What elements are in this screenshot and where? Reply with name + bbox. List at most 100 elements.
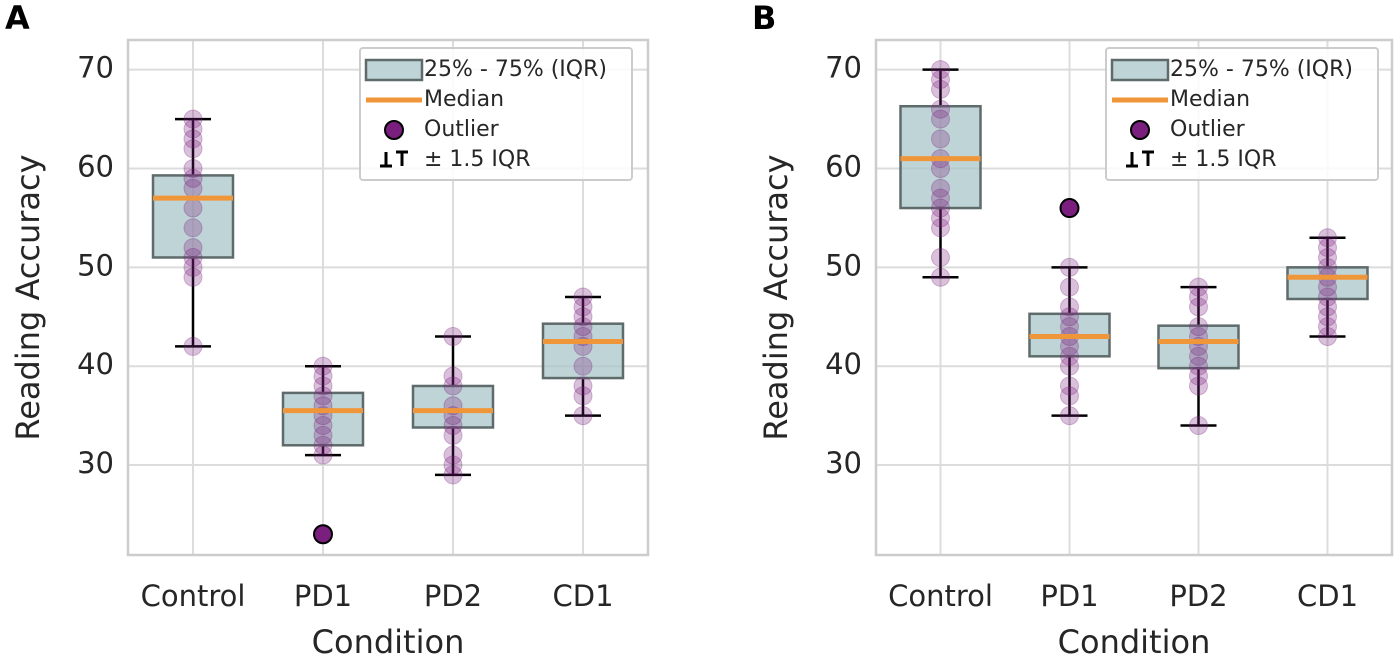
- x-tick-label: PD2: [424, 579, 482, 613]
- data-point: [931, 208, 950, 228]
- legend-label: Outlier: [424, 117, 500, 142]
- data-point: [931, 60, 950, 80]
- data-point: [183, 238, 203, 258]
- data-point: [1060, 346, 1079, 366]
- data-point: [1060, 257, 1079, 277]
- data-point: [573, 297, 593, 317]
- data-point: [313, 366, 333, 386]
- y-tick-label: 40: [825, 347, 862, 381]
- data-point: [1318, 317, 1337, 337]
- data-point: [1189, 297, 1208, 317]
- data-point: [931, 178, 950, 198]
- data-point: [1060, 277, 1079, 297]
- data-point: [573, 287, 593, 307]
- data-point: [313, 425, 333, 445]
- iqr-box: [1286, 266, 1369, 301]
- y-tick-label: 40: [77, 347, 114, 381]
- data-point: [443, 416, 463, 436]
- x-tick-label: PD1: [1040, 579, 1098, 613]
- data-point: [1318, 307, 1337, 327]
- data-point: [183, 129, 203, 149]
- data-point: [1318, 287, 1337, 307]
- data-point: [1060, 297, 1079, 317]
- data-point: [313, 435, 333, 455]
- legend-frame: [359, 47, 633, 181]
- data-point: [1318, 228, 1337, 248]
- x-tick-label: Control: [888, 579, 993, 613]
- legend-outlier-icon: [1130, 120, 1150, 140]
- data-point: [931, 70, 950, 90]
- data-point: [931, 79, 950, 99]
- data-point: [573, 307, 593, 327]
- iqr-box: [1157, 324, 1240, 370]
- data-point: [313, 416, 333, 436]
- data-point: [1060, 307, 1079, 327]
- data-point: [183, 336, 203, 356]
- y-tick-label: 70: [825, 51, 862, 85]
- data-point: [931, 198, 950, 218]
- data-point: [1060, 356, 1079, 376]
- data-point: [183, 168, 203, 188]
- data-point: [1189, 376, 1208, 396]
- data-point: [313, 356, 333, 376]
- legend-label: Median: [1170, 87, 1250, 112]
- data-point: [1060, 386, 1079, 406]
- data-point: [1060, 406, 1079, 426]
- data-point: [1189, 287, 1208, 307]
- data-point: [443, 465, 463, 485]
- data-point: [931, 129, 950, 149]
- x-tick-label: PD1: [294, 579, 352, 613]
- data-point: [573, 356, 593, 376]
- data-point: [931, 218, 950, 238]
- panel-label: B: [752, 0, 776, 37]
- legend-whisker-icon: [380, 150, 408, 168]
- legend-box-icon: [1110, 58, 1170, 82]
- legend-box-icon: [364, 58, 424, 82]
- y-tick-label: 30: [77, 446, 114, 480]
- data-point: [313, 445, 333, 465]
- legend-frame: [1105, 47, 1379, 181]
- data-point: [1318, 297, 1337, 317]
- legend-label: ± 1.5 IQR: [424, 147, 531, 172]
- data-point: [443, 445, 463, 465]
- y-tick-label: 50: [825, 248, 862, 282]
- legend-outlier-icon: [384, 120, 404, 140]
- data-point: [931, 267, 950, 287]
- x-tick-label: CD1: [552, 579, 613, 613]
- data-point: [931, 99, 950, 119]
- outlier: [313, 524, 333, 545]
- x-axis-label: Condition: [312, 623, 465, 661]
- data-point: [183, 159, 203, 179]
- data-point: [931, 247, 950, 267]
- data-point: [1318, 238, 1337, 258]
- data-point: [1189, 277, 1208, 297]
- legend-label: Outlier: [1170, 117, 1246, 142]
- data-point: [573, 406, 593, 426]
- data-point: [183, 198, 203, 218]
- iqr-box: [281, 391, 365, 447]
- x-tick-label: PD2: [1169, 579, 1227, 613]
- y-tick-label: 60: [77, 150, 114, 184]
- data-point: [573, 376, 593, 396]
- y-tick-label: 60: [825, 150, 862, 184]
- data-point: [443, 455, 463, 475]
- x-tick-label: CD1: [1297, 579, 1358, 613]
- data-point: [1189, 366, 1208, 386]
- data-point: [573, 317, 593, 337]
- data-point: [1189, 416, 1208, 436]
- data-point: [443, 376, 463, 396]
- iqr-box: [151, 174, 235, 259]
- data-point: [443, 425, 463, 445]
- data-point: [1318, 247, 1337, 267]
- data-point: [183, 267, 203, 287]
- data-point: [183, 119, 203, 139]
- data-point: [183, 247, 203, 267]
- data-point: [931, 109, 950, 129]
- data-point: [931, 188, 950, 208]
- iqr-box: [541, 322, 625, 380]
- x-tick-label: Control: [141, 579, 246, 613]
- legend-label: 25% - 75% (IQR): [1170, 57, 1353, 82]
- y-tick-label: 70: [77, 51, 114, 85]
- data-point: [443, 327, 463, 347]
